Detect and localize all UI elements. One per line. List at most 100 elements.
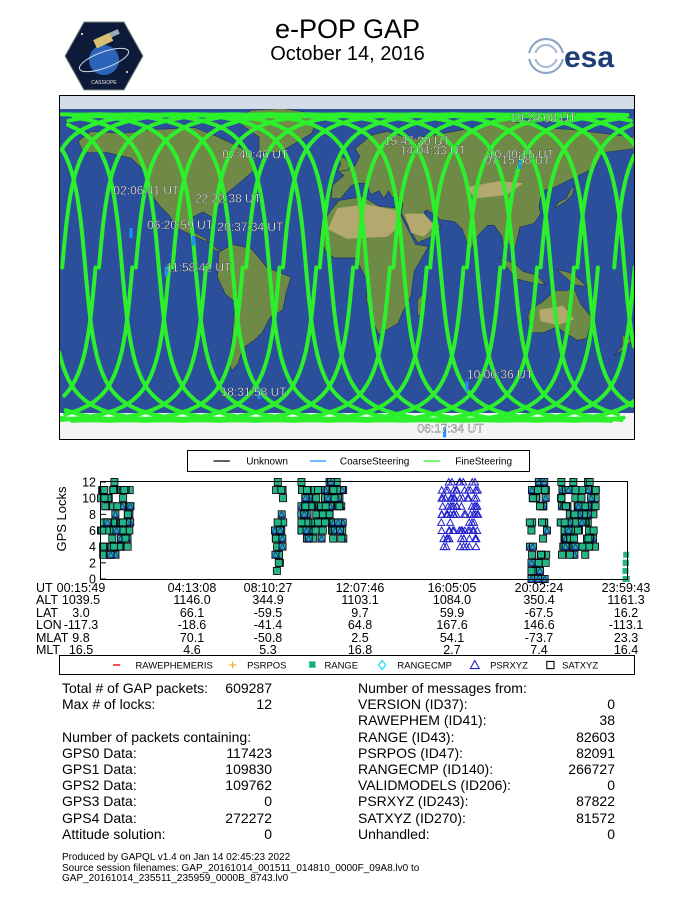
range-point — [119, 519, 126, 526]
psrxyz-point — [574, 502, 583, 510]
range-point — [318, 535, 325, 542]
psrxyz-point — [527, 575, 536, 582]
continent-uk — [336, 155, 351, 173]
legend-rawephem-label: RAWEPHEMERIS — [136, 661, 213, 672]
orbit-track-3-1 — [63, 265, 135, 417]
range-point — [623, 551, 630, 558]
satxyz-point — [581, 502, 589, 511]
psrxyz-point — [112, 526, 121, 534]
range-point — [110, 503, 117, 510]
stat-label: VERSION (ID37): — [358, 696, 468, 713]
satxyz-point — [537, 550, 546, 559]
orbit-track-8-0 — [354, 112, 635, 349]
legend-psrpos-label: PSRPOS — [247, 661, 286, 672]
satxyz-point — [99, 542, 108, 551]
range-point — [622, 559, 629, 566]
range-point — [580, 511, 587, 518]
range-point — [528, 487, 535, 494]
stat-label: RANGE (ID43): — [358, 728, 455, 745]
table-cell: 23.3 — [613, 630, 639, 645]
psrxyz-point — [439, 542, 449, 551]
range-point — [526, 519, 533, 526]
range-point — [581, 503, 588, 510]
range-point — [573, 519, 580, 526]
satxyz-point — [279, 494, 288, 503]
range-point — [537, 567, 544, 574]
range-point — [529, 551, 536, 558]
page-title: e-POP GAP — [274, 14, 421, 44]
satxyz-point — [302, 486, 311, 495]
y-tick-label: 4 — [89, 540, 96, 554]
range-point — [534, 487, 541, 494]
range-point — [535, 559, 542, 566]
psrxyz-point — [470, 509, 480, 518]
satxyz-point — [570, 510, 579, 519]
legend-rangecmp-label: RANGECMP — [397, 661, 452, 672]
psrxyz-point — [443, 485, 453, 494]
range-point — [566, 511, 573, 518]
table-row-lat: LAT 3.0 66.1 -59.5 9.7 59.9 -67.5 16.2 — [0, 605, 695, 620]
orbit-track-8-1 — [59, 265, 319, 423]
psrxyz-point — [443, 501, 453, 510]
satxyz-point — [321, 502, 330, 511]
satxyz-point — [584, 534, 593, 543]
range-point — [126, 527, 133, 534]
continent-japan — [554, 184, 575, 209]
range-point — [127, 503, 134, 510]
stat-label: VALIDMODELS (ID206): — [358, 777, 512, 794]
range-point — [298, 527, 305, 534]
map-time-label: 10:40:15 UT — [488, 147, 555, 161]
range-point — [575, 527, 582, 534]
range-point — [100, 543, 107, 550]
psrxyz-point — [452, 501, 462, 510]
range-point — [542, 495, 549, 502]
range-point — [110, 519, 117, 526]
table-cell: -41.4 — [253, 618, 283, 633]
psrxyz-point — [437, 525, 446, 534]
range-point — [302, 503, 309, 510]
range-point — [529, 495, 536, 502]
table-cell: -73.7 — [524, 630, 554, 645]
orbit-track-6-0 — [281, 112, 620, 417]
psrxyz-point — [527, 558, 536, 566]
psrxyz-point — [464, 493, 474, 502]
map-time-label: 02:06:41 UT — [113, 184, 180, 198]
range-point — [102, 503, 109, 510]
psrxyz-point — [449, 525, 459, 534]
stat-value: 82091 — [576, 744, 615, 761]
range-point — [113, 527, 120, 534]
psrxyz-point — [442, 509, 451, 518]
table-cell: 16.5 — [68, 643, 94, 657]
table-cell: 00:15:49 — [56, 581, 106, 595]
table-cell: 4.6 — [183, 643, 201, 657]
stat-value: 272272 — [225, 809, 272, 826]
satxyz-point — [123, 542, 132, 551]
map-time-label: 11:58:42 UT — [166, 260, 232, 274]
table-row-mlat: MLAT 9.8 70.1 -50.8 2.5 54.1 -73.7 23.3 — [0, 630, 695, 645]
satxyz-point — [118, 518, 127, 527]
psrxyz-point — [300, 510, 308, 518]
page-subtitle: October 14, 2016 — [270, 43, 425, 65]
range-point — [327, 503, 334, 510]
range-point — [303, 519, 310, 526]
map-time-label: 19:24:08 UT — [510, 111, 577, 125]
range-point — [561, 527, 568, 534]
range-point — [313, 495, 320, 502]
satxyz-point — [329, 486, 338, 495]
stat-label: PSRPOS (ID47): — [358, 744, 464, 761]
y-tick-label: 8 — [89, 508, 96, 522]
psrxyz-point — [126, 502, 135, 510]
range-point — [298, 519, 305, 526]
satxyz-point — [109, 486, 118, 495]
table-cell: 16.4 — [613, 643, 639, 657]
table-cell: -59.5 — [253, 605, 283, 620]
table-row-lon: LON -117.3 -18.6 -41.4 64.8 167.6 146.6 -113.1 — [0, 619, 695, 632]
range-point — [104, 527, 111, 534]
table-cell: 146.6 — [523, 618, 555, 633]
satxyz-point — [274, 558, 283, 567]
range-point — [321, 519, 328, 526]
psrxyz-point — [470, 534, 480, 543]
satxyz-point — [527, 526, 536, 535]
gps-data-points — [96, 477, 630, 583]
legend-psrxyz-label: PSRXYZ — [490, 661, 528, 672]
